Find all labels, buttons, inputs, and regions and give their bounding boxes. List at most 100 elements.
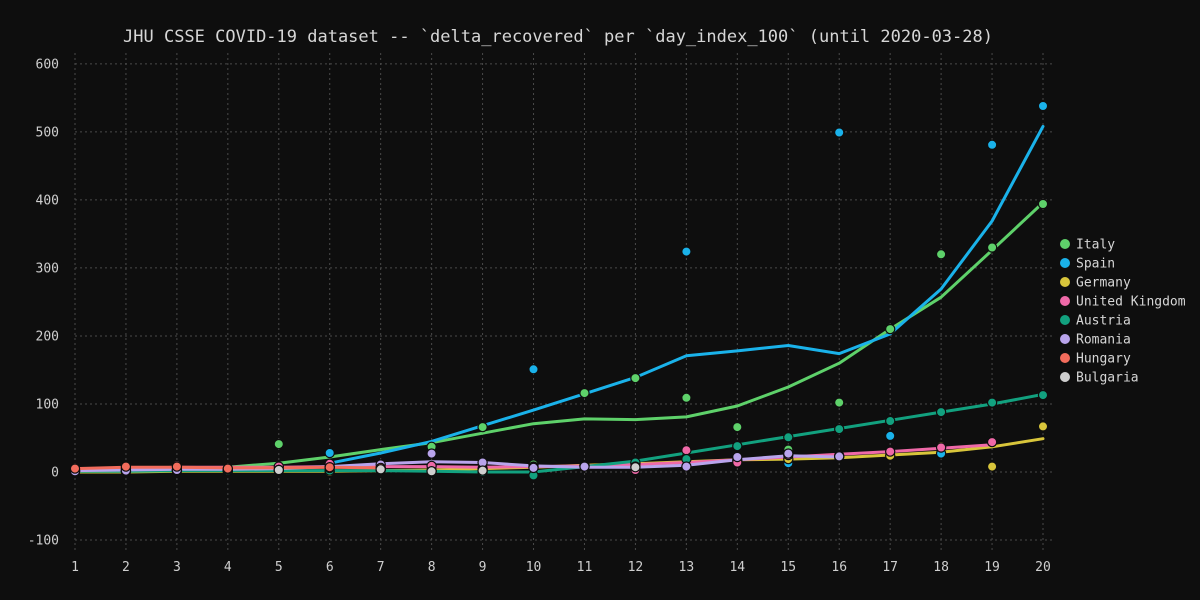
legend-marker-bulgaria [1060,372,1070,382]
point-hungary-4 [324,462,335,473]
legend-label-italy: Italy [1076,238,1115,253]
series-lines [73,124,1045,474]
point-united-kingdom-16 [885,446,896,457]
y-tick-label-6: 500 [36,125,59,140]
x-tick-label-4: 5 [275,560,283,575]
point-romania-13 [732,451,743,463]
x-tick-label-10: 11 [577,560,593,575]
x-tick-label-3: 4 [224,560,232,575]
x-tick-label-19: 20 [1035,560,1051,575]
point-united-kingdom-12 [681,445,692,456]
point-italy-4 [273,438,284,450]
point-spain-9 [1037,100,1049,112]
point-austria-19 [1037,389,1049,401]
x-tick-label-6: 7 [377,560,385,575]
x-tick-label-11: 12 [628,560,644,575]
legend-marker-austria [1060,315,1070,325]
legend-label-romania: Romania [1076,333,1131,348]
y-tick-label-1: 0 [51,466,59,481]
point-italy-15 [834,397,845,408]
legend-marker-germany [1060,277,1070,287]
x-tick-label-16: 17 [882,560,898,575]
point-italy-13 [732,421,743,433]
point-hungary-0 [69,463,81,474]
point-united-kingdom-18 [986,436,998,448]
legend-marker-united-kingdom [1060,296,1070,306]
point-italy-17 [935,249,947,260]
x-tick-label-9: 10 [526,560,542,575]
point-bulgaria-4 [630,462,641,473]
legend-marker-hungary [1060,353,1070,363]
x-tick-label-8: 9 [479,560,487,575]
y-tick-label-3: 200 [36,329,59,344]
legend-label-hungary: Hungary [1076,352,1131,367]
x-tick-label-17: 18 [933,560,949,575]
x-tick-label-13: 14 [729,560,745,575]
x-tick-label-2: 3 [173,560,181,575]
point-bulgaria-0 [273,464,284,476]
point-united-kingdom-17 [935,442,947,453]
point-bulgaria-2 [426,466,437,477]
point-spain-2 [528,364,539,375]
point-spain-5 [834,127,845,138]
grid [74,53,1055,550]
point-italy-19 [1037,198,1049,210]
series-points [69,100,1049,481]
point-hungary-3 [222,463,233,474]
legend-marker-spain [1060,258,1070,268]
series-line-italy [73,201,1045,473]
x-tick-label-1: 2 [122,560,130,575]
point-germany-18 [986,461,998,472]
point-italy-12 [681,392,692,403]
series-line-spain [328,124,1045,465]
point-hungary-1 [120,461,132,472]
point-hungary-2 [171,461,183,472]
legend-label-germany: Germany [1076,276,1131,291]
point-spain-0 [324,447,335,459]
point-austria-15 [834,423,845,435]
y-tick-label-5: 400 [36,193,59,208]
point-italy-8 [477,421,488,433]
legend-label-bulgaria: Bulgaria [1076,371,1139,386]
legend-label-austria: Austria [1076,314,1131,329]
x-tick-label-18: 19 [984,560,1000,575]
y-tick-label-4: 300 [36,261,59,276]
legend: Italy Spain Germany United Kingdom Austria Ro… [1060,238,1186,386]
point-romania-9 [528,462,539,474]
point-germany-19 [1037,421,1049,432]
point-austria-17 [935,406,947,418]
legend-marker-italy [1060,239,1070,249]
chart-title: JHU CSSE COVID-19 dataset -- `delta_reco… [123,27,993,47]
x-tick-label-14: 15 [780,560,796,575]
y-tick-label-7: 600 [36,57,59,72]
y-axis: -100 0 100 200 300 400 500 600 [28,57,59,548]
point-italy-18 [986,242,998,253]
x-tick-label-7: 8 [428,560,436,575]
point-romania-7 [426,448,437,459]
legend-label-spain: Spain [1076,257,1115,272]
x-tick-label-5: 6 [326,560,334,575]
point-austria-16 [885,415,896,427]
point-austria-14 [783,432,794,443]
point-spain-8 [986,139,998,150]
x-tick-label-0: 1 [71,560,79,575]
series-line-romania [73,454,841,473]
series-line-austria [73,392,1045,474]
legend-label-united-kingdom: United Kingdom [1076,295,1186,310]
point-italy-11 [630,372,641,384]
point-romania-14 [783,448,794,459]
x-tick-label-15: 16 [831,560,847,575]
legend-marker-romania [1060,334,1070,344]
point-spain-3 [681,246,692,257]
x-axis: 1 2 3 4 5 6 7 8 9 10 11 12 13 14 15 16 17 18 19 20 [71,560,1051,575]
point-austria-18 [986,397,998,408]
y-tick-label-2: 100 [36,397,59,412]
point-bulgaria-1 [375,464,386,475]
point-romania-15 [834,451,845,462]
point-romania-12 [681,461,692,472]
point-romania-10 [579,461,590,472]
point-italy-10 [579,387,590,399]
point-spain-6 [885,430,896,442]
point-bulgaria-3 [477,465,488,476]
